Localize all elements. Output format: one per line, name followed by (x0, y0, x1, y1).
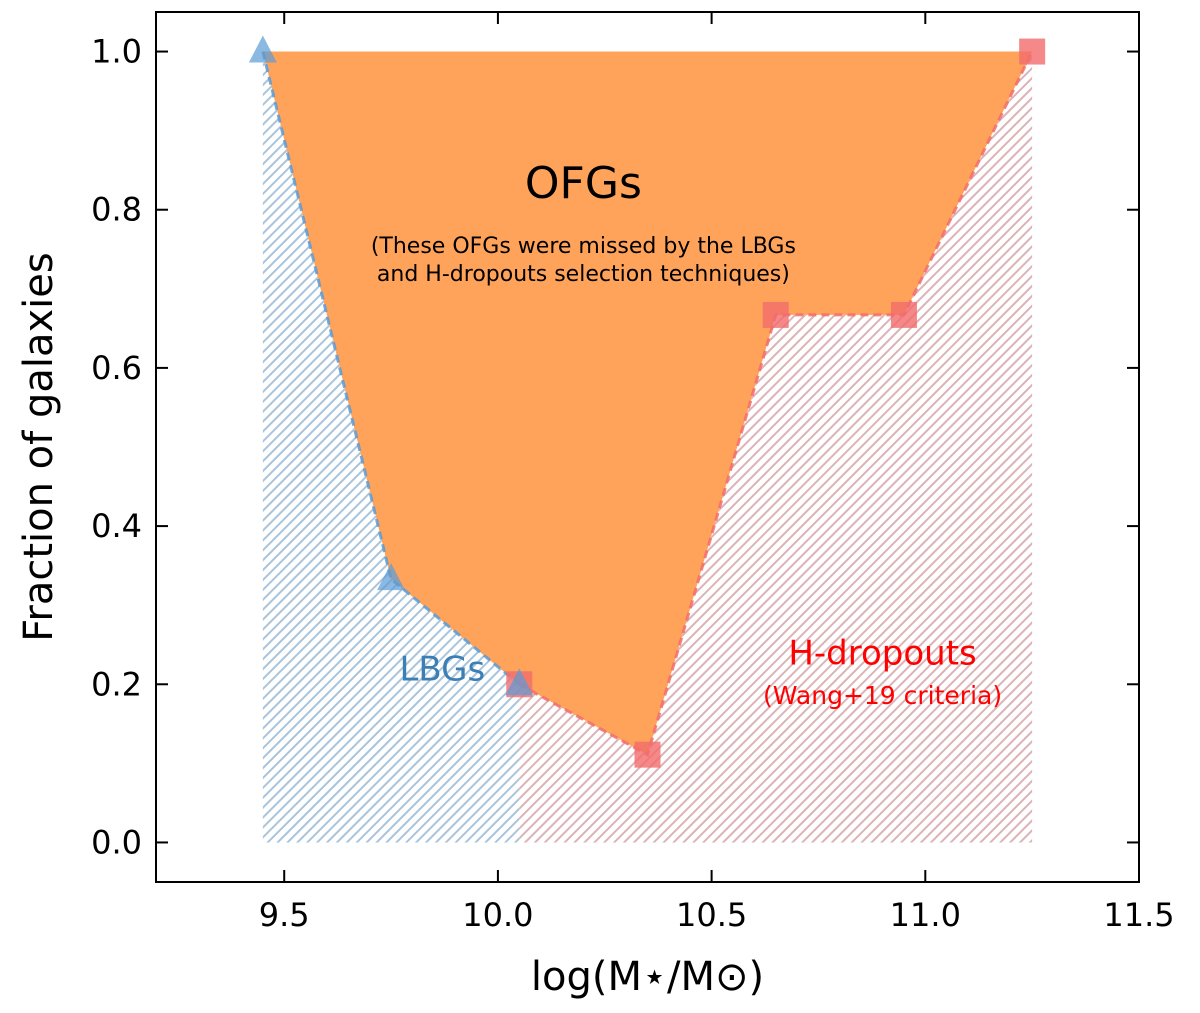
y-tick-label: 0.2 (91, 665, 142, 703)
axis-ticks: 9.5 10.0 10.5 11.0 11.5 0.0 0.2 0.4 0.6 0.8 1.0 (91, 12, 1175, 934)
x-tick-label: 11.5 (1103, 896, 1174, 934)
y-axis-title: Fraction of galaxies (16, 252, 62, 641)
lbg-marker (248, 35, 277, 63)
lbg-marker (377, 563, 406, 591)
lbg-label: LBGs (399, 649, 485, 689)
lbg-area (262, 51, 520, 843)
x-tick-label: 10.5 (676, 896, 747, 934)
hdrop-marker (762, 301, 789, 328)
lbg-marker (505, 668, 534, 696)
ofg-title: OFGs (525, 158, 642, 209)
hdrop-marker (634, 741, 661, 768)
y-tick-label: 1.0 (91, 33, 142, 71)
lbg-line (261, 51, 521, 686)
y-tick-label: 0.6 (91, 349, 142, 387)
hdrop-note: (Wang+19 criteria) (763, 681, 1002, 710)
plot-frame (155, 11, 1140, 883)
x-tick-label: 9.5 (259, 896, 310, 934)
hdrop-marker (1019, 38, 1046, 65)
x-tick-label: 11.0 (890, 896, 961, 934)
hdrop-marker (890, 301, 917, 328)
x-axis-title: log(M⋆/M⊙) (531, 954, 764, 1000)
hdrop-area (519, 51, 1033, 843)
ofg-note-line2: and H-dropouts selection techniques) (377, 262, 790, 287)
ofg-area (262, 51, 1033, 755)
fill-regions (262, 51, 1033, 843)
series-markers (248, 35, 1046, 768)
y-tick-label: 0.4 (91, 507, 142, 545)
ofg-note-line1: (These OFGs were missed by the LBGs (371, 234, 796, 259)
y-tick-label: 0.0 (91, 823, 142, 861)
y-tick-label: 0.8 (91, 191, 142, 229)
hdrop-label: H-dropouts (788, 634, 976, 674)
x-tick-label: 10.0 (462, 896, 533, 934)
